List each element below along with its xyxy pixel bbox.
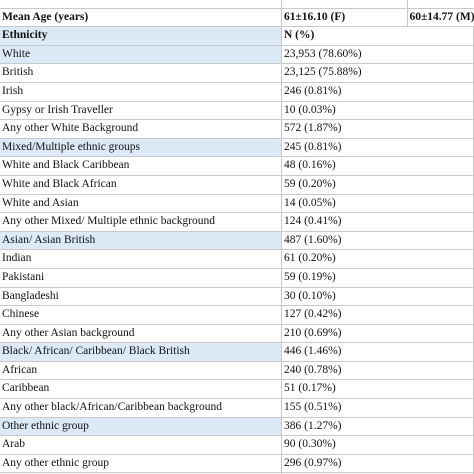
table-row: Any other Mixed/ Multiple ethnic backgro… bbox=[0, 212, 474, 232]
ethnicity: White bbox=[0, 45, 282, 65]
count: 59 (0.19%) bbox=[281, 268, 474, 288]
header-value: N (%) bbox=[281, 26, 474, 46]
ethnicity: Asian/ Asian British bbox=[0, 231, 282, 251]
table-row: Not disclosed1,183 (3.88%) bbox=[0, 472, 474, 474]
table-row: White and Black African 59 (0.20%) bbox=[0, 175, 474, 195]
ethnicity: Any other Asian background bbox=[0, 324, 282, 344]
ethnicity: Indian bbox=[0, 249, 282, 269]
ethnicity: Black/ African/ Caribbean/ Black British bbox=[0, 342, 282, 362]
count: 30 (0.10%) bbox=[281, 287, 474, 307]
count: 124 (0.41%) bbox=[281, 212, 474, 232]
cut-row bbox=[0, 0, 474, 9]
ethnicity: Bangladeshi bbox=[0, 287, 282, 307]
ethnicity: Pakistani bbox=[0, 268, 282, 288]
count: 155 (0.51%) bbox=[281, 398, 474, 418]
ethnicity: African bbox=[0, 361, 282, 381]
female-age: 61±16.10 (F) bbox=[281, 8, 408, 28]
count: 23,953 (78.60%) bbox=[281, 45, 474, 65]
ethnicity: White and Asian bbox=[0, 194, 282, 214]
count: 61 (0.20%) bbox=[281, 249, 474, 269]
table-row: Bangladeshi 30 (0.10%) bbox=[0, 287, 474, 307]
ethnicity: Mixed/Multiple ethnic groups bbox=[0, 138, 282, 158]
table-row: Other ethnic group 386 (1.27%) bbox=[0, 417, 474, 437]
table-row: Any other ethnic group 296 (0.97%) bbox=[0, 454, 474, 474]
ethnicity: Gypsy or Irish Traveller bbox=[0, 101, 282, 121]
count: 51 (0.17%) bbox=[281, 379, 474, 400]
count: 245 (0.81%) bbox=[281, 138, 474, 158]
count: 59 (0.20%) bbox=[281, 175, 474, 195]
table-row: Caribbean 51 (0.17%) bbox=[0, 379, 474, 400]
count: 1,183 (3.88%) bbox=[281, 472, 474, 474]
count: 23,125 (75.88%) bbox=[281, 63, 474, 83]
table-row: African 240 (0.78%) bbox=[0, 361, 474, 381]
table-row: Chinese 127 (0.42%) bbox=[0, 305, 474, 325]
count: 210 (0.69%) bbox=[281, 324, 474, 344]
ethnicity: Arab bbox=[0, 435, 282, 455]
table-row: White and Asian 14 (0.05%) bbox=[0, 194, 474, 214]
mean-age-row: Mean Age (years) 61±16.10 (F) 60±14.77 (… bbox=[0, 8, 474, 28]
count: 246 (0.81%) bbox=[281, 82, 474, 102]
row-label: Mean Age (years) bbox=[0, 8, 282, 28]
count: 10 (0.03%) bbox=[281, 101, 474, 121]
table-row: White 23,953 (78.60%) bbox=[0, 45, 474, 65]
ethnicity: White and Black Caribbean bbox=[0, 156, 282, 176]
header-row: Ethnicity N (%) bbox=[0, 26, 474, 46]
male-age: 60±14.77 (M) bbox=[407, 8, 474, 28]
ethnicity: British bbox=[0, 63, 282, 83]
ethnicity: Any other black/African/Caribbean backgr… bbox=[0, 398, 282, 418]
ethnicity: Any other ethnic group bbox=[0, 454, 282, 474]
table-row: Black/ African/ Caribbean/ Black British… bbox=[0, 342, 474, 362]
table-row: Mixed/Multiple ethnic groups 245 (0.81%) bbox=[0, 138, 474, 158]
ethnicity: Any other White Background bbox=[0, 119, 282, 139]
table-row: Any other Asian background 210 (0.69%) bbox=[0, 324, 474, 344]
ethnicity: Any other Mixed/ Multiple ethnic backgro… bbox=[0, 212, 282, 232]
ethnicity: Other ethnic group bbox=[0, 417, 282, 437]
ethnicity: Caribbean bbox=[0, 379, 282, 400]
count: 14 (0.05%) bbox=[281, 194, 474, 214]
table-row: Arab 90 (0.30%) bbox=[0, 435, 474, 455]
table-row: Indian 61 (0.20%) bbox=[0, 249, 474, 269]
ethnicity: White and Black African bbox=[0, 175, 282, 195]
header-label: Ethnicity bbox=[0, 26, 282, 46]
table-row: British 23,125 (75.88%) bbox=[0, 63, 474, 83]
count: 487 (1.60%) bbox=[281, 231, 474, 251]
table-row: Any other White Background 572 (1.87%) bbox=[0, 119, 474, 139]
ethnicity: Not disclosed bbox=[0, 472, 282, 474]
table-row: Gypsy or Irish Traveller 10 (0.03%) bbox=[0, 101, 474, 121]
count: 386 (1.27%) bbox=[281, 417, 474, 437]
table-row: Asian/ Asian British 487 (1.60%) bbox=[0, 231, 474, 251]
ethnicity: Irish bbox=[0, 82, 282, 102]
table-row: White and Black Caribbean 48 (0.16%) bbox=[0, 156, 474, 176]
table-row: Any other black/African/Caribbean backgr… bbox=[0, 398, 474, 418]
count: 572 (1.87%) bbox=[281, 119, 474, 139]
table-row: Pakistani 59 (0.19%) bbox=[0, 268, 474, 288]
count: 296 (0.97%) bbox=[281, 454, 474, 474]
count: 90 (0.30%) bbox=[281, 435, 474, 455]
count: 446 (1.46%) bbox=[281, 342, 474, 362]
count: 240 (0.78%) bbox=[281, 361, 474, 381]
count: 127 (0.42%) bbox=[281, 305, 474, 325]
count: 48 (0.16%) bbox=[281, 156, 474, 176]
table-row: Irish 246 (0.81%) bbox=[0, 82, 474, 102]
ethnicity: Chinese bbox=[0, 305, 282, 325]
